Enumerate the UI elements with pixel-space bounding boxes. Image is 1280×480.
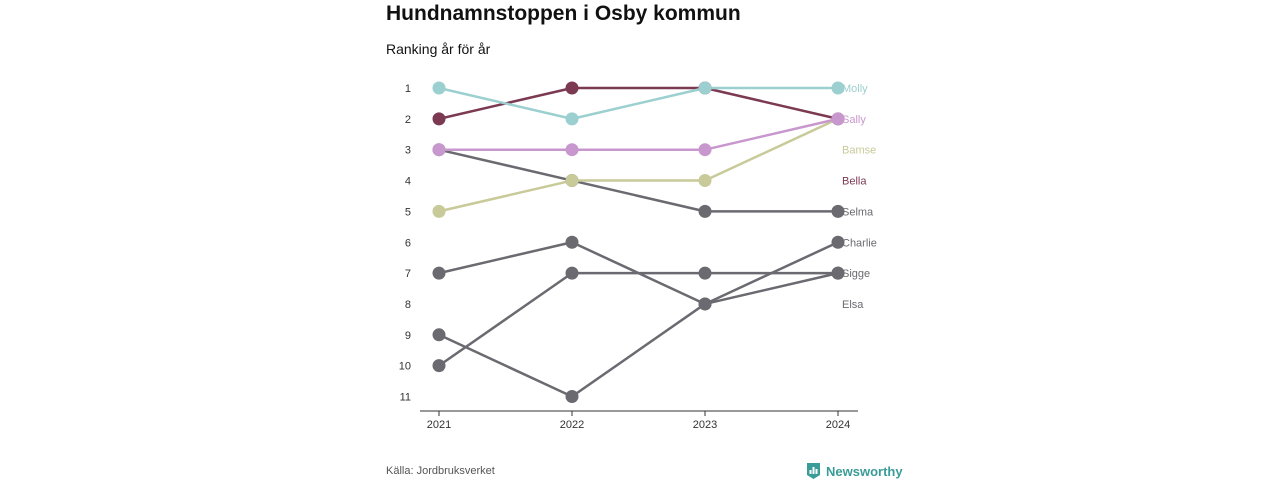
chart-subtitle: Ranking år för år (386, 41, 491, 57)
data-point-bella[interactable] (565, 81, 579, 95)
series-line-sigge (438, 271, 839, 398)
newsworthy-logo-icon (807, 463, 820, 479)
data-point-sally[interactable] (565, 143, 579, 157)
data-point-selma[interactable] (698, 204, 712, 218)
y-tick-label: 7 (405, 268, 411, 280)
y-tick-label: 6 (405, 237, 411, 249)
y-tick-label: 9 (405, 330, 411, 342)
data-point-bella[interactable] (432, 112, 446, 126)
data-point-sally[interactable] (432, 143, 446, 157)
y-tick-label: 11 (400, 392, 411, 404)
data-point-charlie[interactable] (698, 297, 712, 311)
data-point-sally[interactable] (831, 112, 845, 126)
y-tick-label: 5 (405, 206, 411, 218)
y-tick-label: 1 (405, 83, 411, 95)
data-point-bamse[interactable] (565, 174, 579, 188)
data-point-charlie[interactable] (565, 235, 579, 249)
series-label-sigge: Sigge (842, 268, 870, 280)
series-label-charlie: Charlie (842, 237, 877, 249)
series-label-elsa: Elsa (842, 299, 864, 311)
data-point-bamse[interactable] (432, 204, 446, 218)
series-label-bamse: Bamse (842, 145, 876, 157)
data-point-sigge[interactable] (565, 390, 579, 403)
series-labels: Molly Sally Bamse Bella Selma Charlie Sigge Els… (842, 83, 877, 311)
series-line-bamse (438, 117, 839, 213)
y-tick-label: 10 (399, 361, 411, 373)
series-line-sally (439, 117, 839, 151)
series-label-selma: Selma (842, 206, 874, 218)
data-point-sigge[interactable] (831, 266, 845, 280)
data-point-elsa[interactable] (432, 359, 446, 373)
series-label-molly: Molly (842, 83, 868, 95)
data-point-charlie[interactable] (432, 266, 446, 280)
series-label-bella: Bella (842, 176, 867, 188)
data-point-charlie[interactable] (831, 235, 845, 249)
data-point-sigge[interactable] (432, 328, 446, 342)
series-line-charlie (438, 241, 839, 306)
data-point-elsa[interactable] (698, 266, 712, 280)
data-point-molly[interactable] (698, 81, 712, 95)
brand-logo[interactable]: Newsworthy (806, 462, 903, 480)
x-tick-label: 2021 (427, 419, 451, 431)
source-note: Källa: Jordbruksverket (386, 465, 495, 477)
data-point-molly[interactable] (831, 81, 845, 95)
series-points (432, 81, 845, 403)
data-point-selma[interactable] (831, 204, 845, 218)
y-axis-ticks: 1 2 3 4 5 6 7 8 9 10 11 (399, 83, 411, 404)
data-point-sally[interactable] (698, 143, 712, 157)
x-tick-label: 2024 (826, 419, 850, 431)
y-tick-label: 4 (405, 176, 411, 188)
x-tick-label: 2023 (693, 419, 717, 431)
series-line-molly (438, 86, 838, 121)
y-tick-label: 8 (405, 299, 411, 311)
data-point-molly[interactable] (565, 112, 579, 126)
x-tick-label: 2022 (560, 419, 584, 431)
chart-title: Hundnamnstoppen i Osby kommun (386, 2, 741, 25)
series-label-sally: Sally (842, 114, 866, 126)
brand-label: Newsworthy (826, 463, 903, 479)
series-line-selma (438, 148, 838, 213)
y-tick-label: 2 (405, 114, 411, 126)
series-lines (438, 86, 839, 398)
data-point-elsa[interactable] (565, 266, 579, 280)
data-point-bamse[interactable] (698, 174, 712, 188)
x-axis: 2021 2022 2023 2024 (420, 410, 858, 431)
y-tick-label: 3 (405, 145, 411, 157)
data-point-molly[interactable] (432, 81, 446, 95)
